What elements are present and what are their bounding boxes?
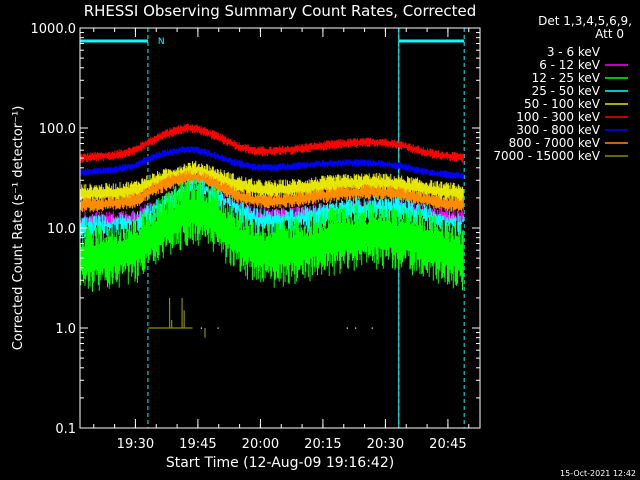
y-tick-label: 1000.0 xyxy=(31,22,77,37)
series-8-point xyxy=(200,327,203,329)
y-tick-label: 1.0 xyxy=(55,322,76,337)
legend-entry-label: 7000 - 15000 keV xyxy=(493,149,600,163)
series-8-spikes xyxy=(147,297,206,338)
footer-timestamp: 15-Oct-2021 12:42 xyxy=(560,469,636,478)
x-tick-label: 20:45 xyxy=(429,437,466,452)
series-6-line xyxy=(80,146,464,180)
interval-flag-bar xyxy=(80,39,148,43)
x-tick-label: 19:30 xyxy=(117,437,154,452)
interval-flag-bar xyxy=(398,39,465,43)
y-axis: 0.1 1.0 10.0 100.0 1000.0 xyxy=(31,22,480,437)
series-5-line xyxy=(80,123,464,163)
legend-entry-label: 800 - 7000 keV xyxy=(509,136,601,150)
legend-entry-label: 12 - 25 keV xyxy=(532,71,601,85)
legend-header-line2: Att 0 xyxy=(595,27,624,41)
series-8-point xyxy=(217,327,219,329)
x-tick-label: 20:00 xyxy=(242,437,279,452)
legend-entry-label: 25 - 50 keV xyxy=(532,84,601,98)
legend-entry-label: 300 - 800 keV xyxy=(516,123,600,137)
legend-header-line1: Det 1,3,4,5,6,9, xyxy=(538,14,632,28)
legend-entry-label: 6 - 12 keV xyxy=(539,58,601,72)
series-group xyxy=(80,123,464,338)
y-axis-label: Corrected Count Rate (s⁻¹ detector⁻¹) xyxy=(11,106,26,351)
x-axis: 19:30 19:45 20:00 20:15 20:30 20:45 xyxy=(93,28,470,452)
x-axis-label: Start Time (12-Aug-09 19:16:42) xyxy=(166,455,394,471)
legend-entry-label: 100 - 300 keV xyxy=(516,110,600,124)
series-7-line xyxy=(80,169,464,213)
series-8-point xyxy=(355,327,357,329)
x-tick-label: 20:30 xyxy=(367,437,404,452)
x-tick-label: 20:15 xyxy=(304,437,341,452)
legend-entry-label: 3 - 6 keV xyxy=(547,45,601,59)
y-tick-label: 100.0 xyxy=(39,122,76,137)
x-tick-label: 19:45 xyxy=(179,437,216,452)
flag-label: N xyxy=(158,37,165,47)
series-2-line xyxy=(80,178,464,292)
series-8-point xyxy=(371,327,373,329)
series-8-point xyxy=(346,327,348,329)
chart-title: RHESSI Observing Summary Count Rates, Co… xyxy=(84,2,477,20)
legend-entry-label: 50 - 100 keV xyxy=(524,97,601,111)
y-tick-label: 0.1 xyxy=(55,422,76,437)
y-tick-label: 10.0 xyxy=(47,222,76,237)
series-4-line xyxy=(80,160,464,204)
